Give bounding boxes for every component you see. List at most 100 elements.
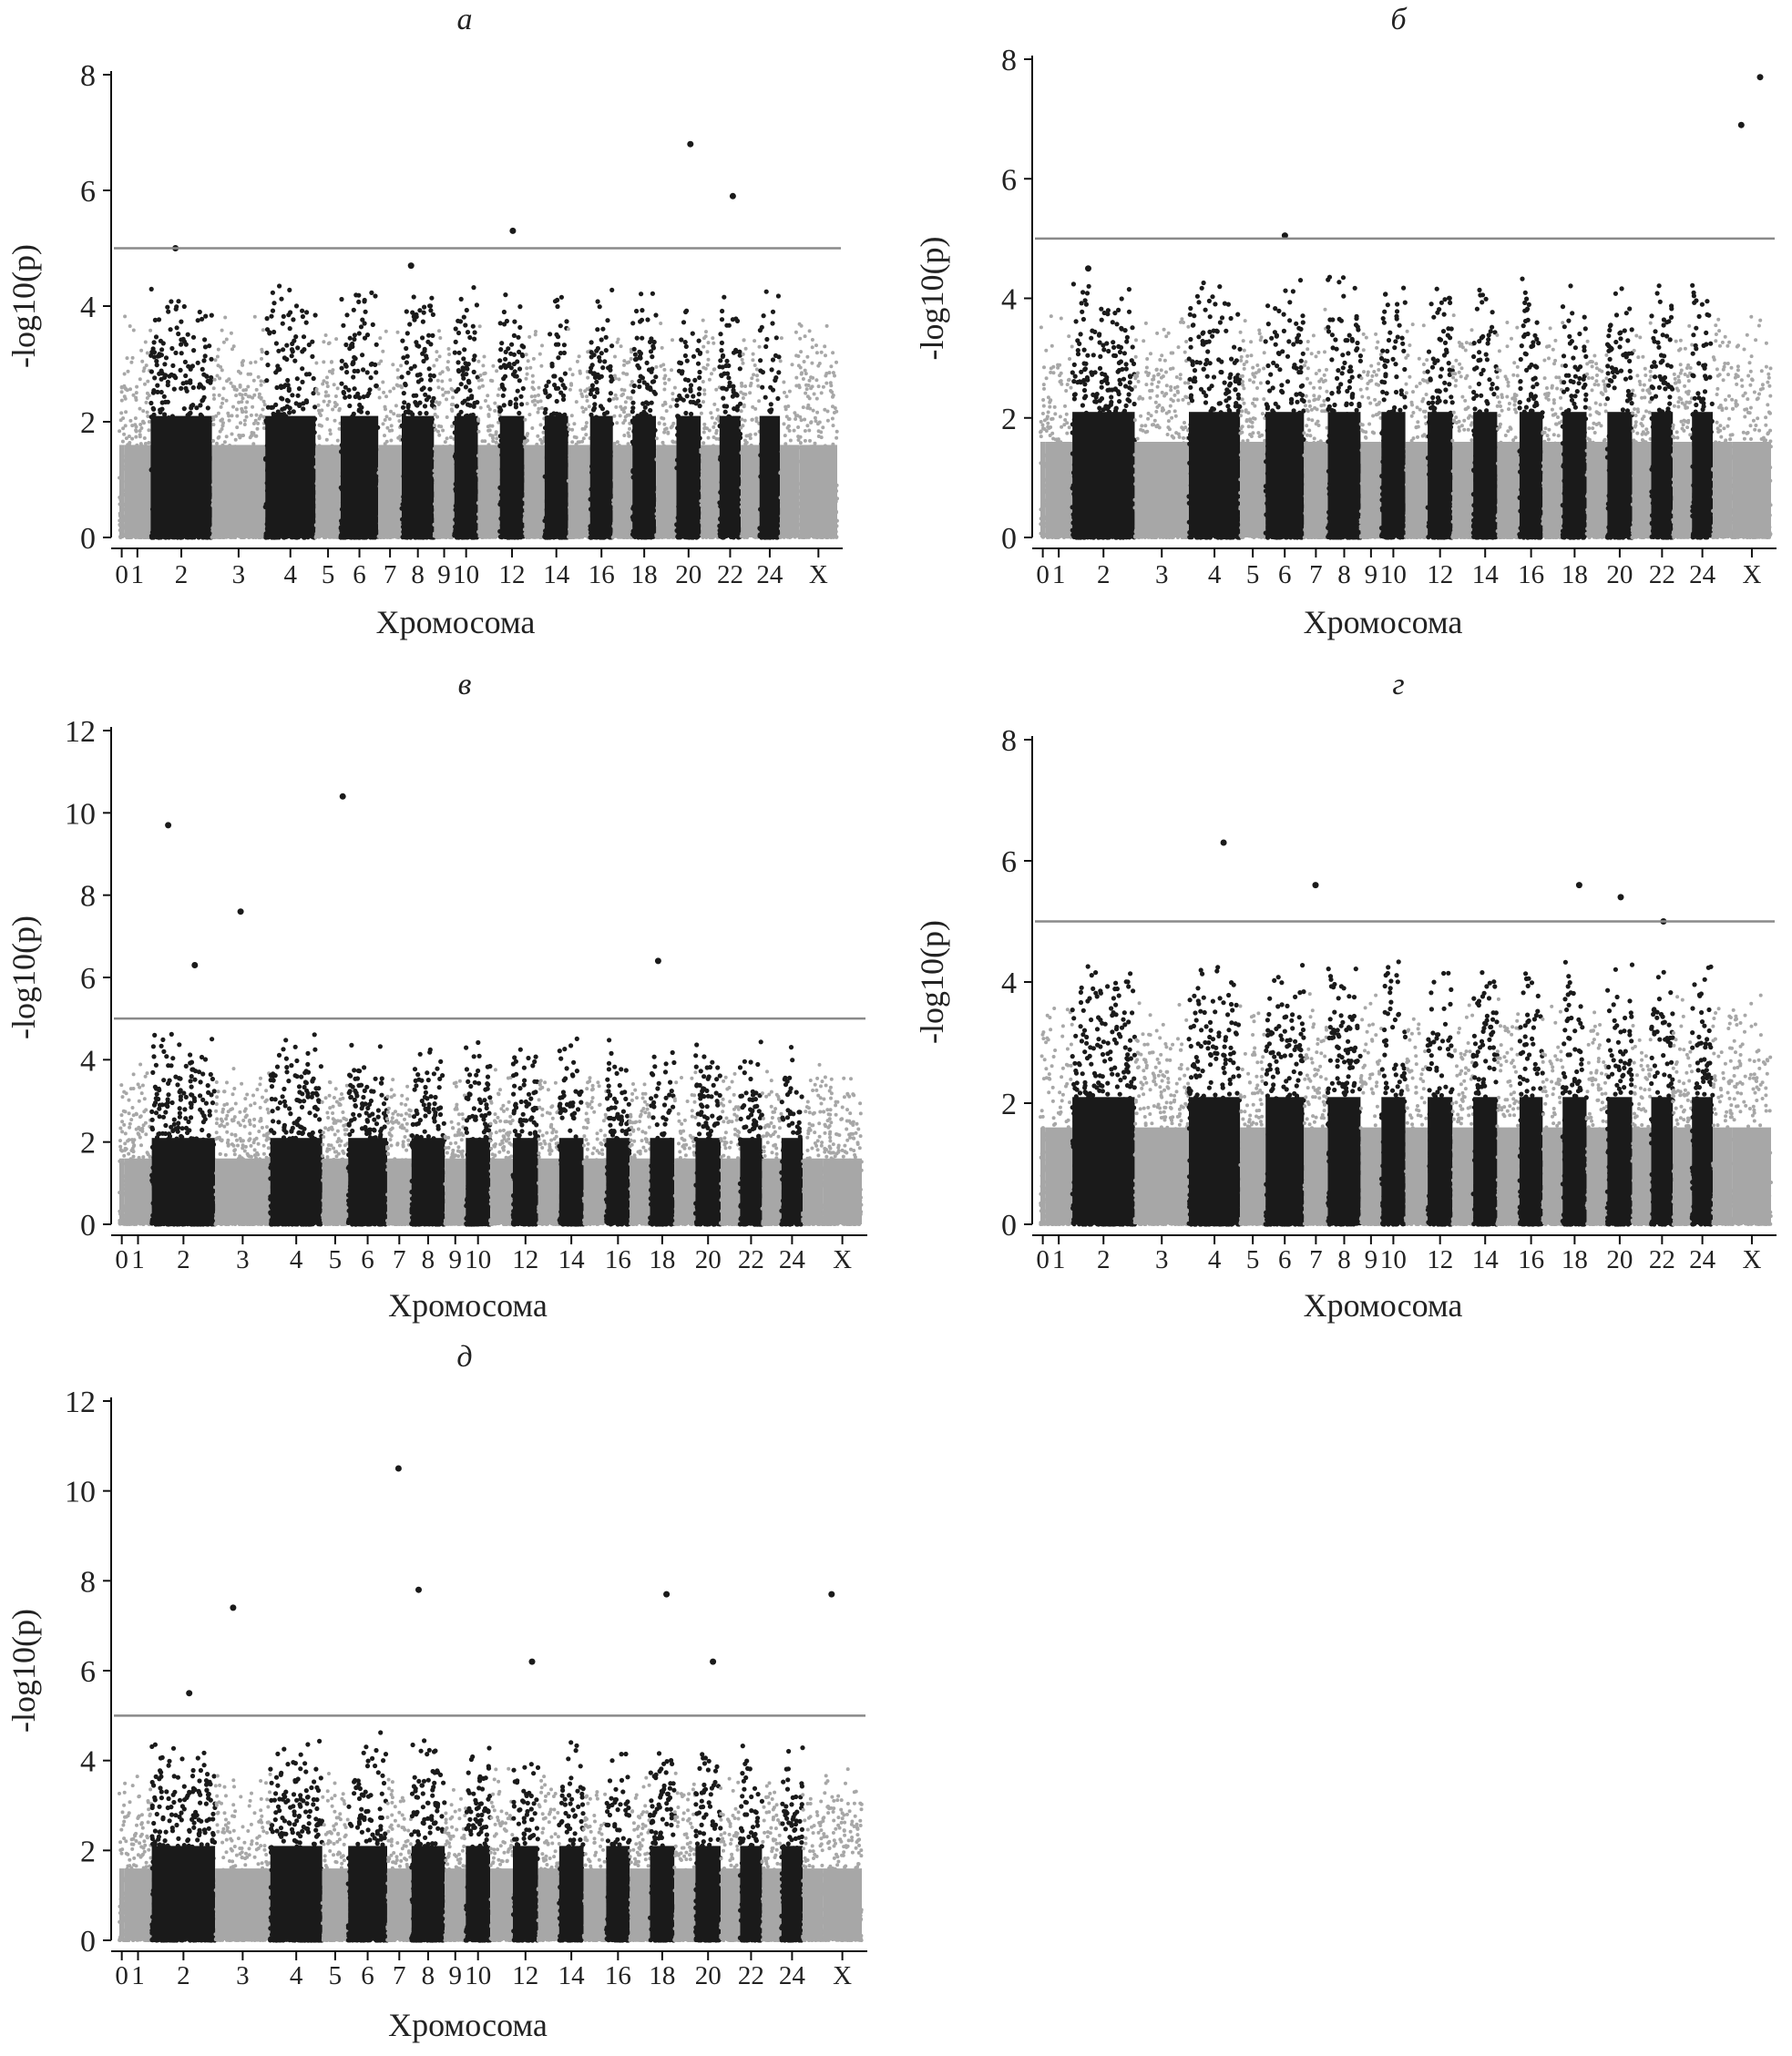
chromosome-14-band	[544, 415, 568, 537]
data-point	[472, 353, 477, 359]
data-point	[537, 385, 541, 390]
data-point	[141, 369, 146, 373]
data-point	[503, 356, 508, 362]
data-point	[392, 412, 396, 416]
data-point	[374, 383, 379, 389]
data-point	[599, 337, 604, 343]
data-point	[527, 413, 532, 417]
data-point	[543, 390, 548, 395]
data-point	[169, 345, 175, 352]
data-point	[119, 398, 124, 403]
data-point	[580, 405, 585, 410]
data-point	[517, 304, 523, 310]
data-point	[144, 363, 148, 368]
data-point	[621, 371, 626, 375]
data-point	[608, 391, 614, 396]
data-point	[618, 414, 622, 418]
data-point	[356, 331, 362, 336]
data-point	[202, 344, 209, 350]
data-point	[363, 309, 368, 314]
data-point	[128, 387, 132, 392]
data-point	[568, 367, 572, 372]
chromosome-12-band	[499, 415, 525, 537]
data-point	[389, 409, 393, 414]
data-point	[159, 353, 164, 358]
data-point	[230, 432, 234, 436]
data-point	[661, 416, 666, 421]
data-point	[158, 407, 163, 413]
data-point	[397, 419, 402, 424]
chromosome-1-band	[124, 445, 151, 537]
data-point	[429, 295, 435, 301]
data-point	[353, 394, 358, 400]
data-point	[433, 413, 437, 416]
data-point	[353, 292, 359, 298]
data-point	[494, 440, 498, 445]
chromosome-3-band	[211, 445, 266, 537]
data-point	[467, 388, 473, 394]
data-point	[531, 380, 535, 384]
data-point	[234, 388, 239, 392]
data-point	[119, 390, 124, 394]
data-point	[331, 407, 335, 412]
data-point	[352, 354, 357, 360]
data-point	[129, 360, 134, 364]
data-point	[170, 363, 176, 368]
data-point	[486, 404, 490, 409]
data-point	[513, 396, 519, 402]
data-point	[369, 290, 374, 295]
data-point	[603, 334, 609, 340]
data-point	[530, 399, 535, 404]
data-point	[469, 394, 475, 399]
data-point	[476, 359, 481, 363]
chromosome-18-band	[632, 415, 656, 537]
data-point	[281, 313, 286, 319]
data-point	[328, 432, 333, 436]
data-point	[187, 411, 192, 416]
data-point	[213, 358, 218, 363]
data-point	[449, 403, 454, 407]
data-point	[256, 374, 261, 379]
data-point	[211, 417, 216, 422]
data-point	[361, 367, 366, 373]
data-point	[634, 335, 640, 341]
data-point	[525, 372, 529, 376]
data-point	[470, 323, 476, 329]
data-point	[602, 359, 608, 364]
data-point	[221, 386, 226, 391]
data-point	[382, 390, 386, 394]
data-point	[195, 360, 200, 365]
data-point	[638, 319, 643, 324]
data-point	[461, 356, 466, 362]
data-point	[502, 373, 508, 379]
data-point	[236, 369, 241, 373]
data-point	[178, 367, 183, 373]
data-point	[276, 348, 282, 353]
data-point	[663, 381, 667, 385]
chromosome-19-band	[656, 445, 677, 537]
data-point	[156, 317, 162, 322]
data-point	[316, 403, 321, 407]
data-point	[312, 404, 318, 410]
data-point	[430, 332, 435, 338]
data-point	[288, 310, 293, 315]
data-point	[450, 409, 455, 413]
chromosome-10-band	[454, 415, 478, 537]
data-point	[180, 381, 186, 386]
data-point	[538, 352, 542, 356]
data-point	[302, 347, 307, 353]
data-point	[483, 371, 487, 375]
data-point	[144, 400, 148, 404]
data-point	[147, 428, 151, 433]
data-point	[437, 329, 441, 333]
data-point	[351, 360, 356, 365]
data-point	[440, 370, 445, 374]
data-point	[255, 426, 260, 431]
data-point	[166, 309, 171, 314]
data-point	[531, 356, 536, 361]
data-point	[231, 404, 235, 409]
data-point	[131, 328, 136, 332]
data-point	[577, 354, 581, 359]
data-point	[147, 441, 151, 445]
